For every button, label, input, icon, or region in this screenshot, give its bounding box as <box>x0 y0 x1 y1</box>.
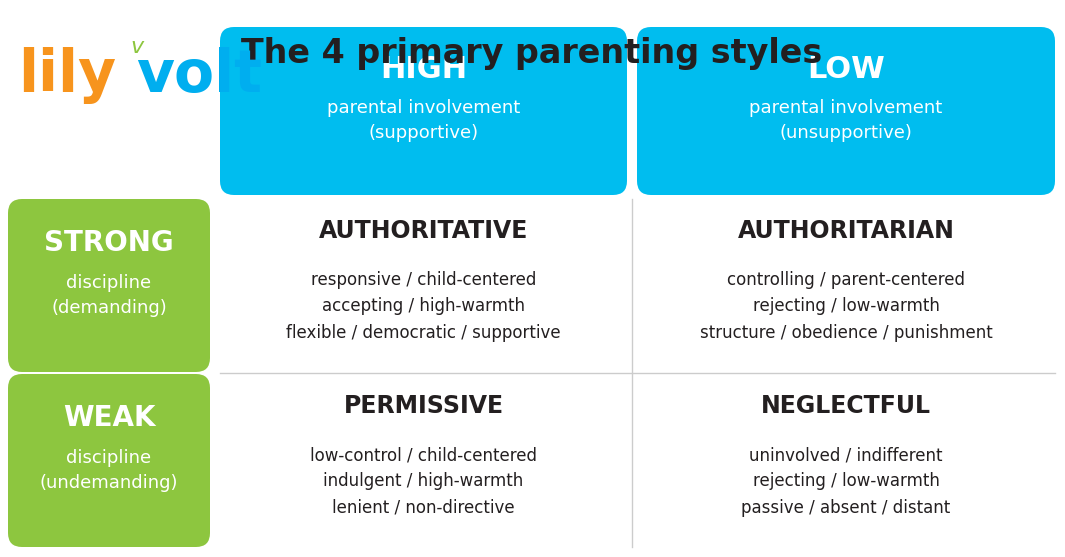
FancyBboxPatch shape <box>9 199 210 372</box>
Text: parental involvement
(supportive): parental involvement (supportive) <box>327 99 520 142</box>
Text: HIGH: HIGH <box>380 55 468 84</box>
Text: STRONG: STRONG <box>44 229 174 257</box>
Text: WEAK: WEAK <box>63 404 155 432</box>
Text: uninvolved / indifferent
rejecting / low-warmth
passive / absent / distant: uninvolved / indifferent rejecting / low… <box>741 446 951 517</box>
Text: LOW: LOW <box>807 55 885 84</box>
FancyBboxPatch shape <box>9 374 210 547</box>
Text: discipline
(demanding): discipline (demanding) <box>51 274 167 317</box>
Text: parental involvement
(unsupportive): parental involvement (unsupportive) <box>750 99 943 142</box>
Text: discipline
(undemanding): discipline (undemanding) <box>39 449 178 492</box>
Text: NEGLECTFUL: NEGLECTFUL <box>761 394 931 418</box>
Text: low-control / child-centered
indulgent / high-warmth
lenient / non-directive: low-control / child-centered indulgent /… <box>310 446 537 517</box>
Text: AUTHORITATIVE: AUTHORITATIVE <box>318 219 528 243</box>
FancyBboxPatch shape <box>220 27 627 195</box>
Text: v: v <box>130 37 143 57</box>
Text: lily: lily <box>18 47 116 104</box>
Text: responsive / child-centered
accepting / high-warmth
flexible / democratic / supp: responsive / child-centered accepting / … <box>286 271 561 342</box>
Text: controlling / parent-centered
rejecting / low-warmth
structure / obedience / pun: controlling / parent-centered rejecting … <box>700 271 993 342</box>
Text: AUTHORITARIAN: AUTHORITARIAN <box>738 219 954 243</box>
Text: PERMISSIVE: PERMISSIVE <box>343 394 504 418</box>
Text: volt: volt <box>136 47 262 104</box>
Text: The 4 primary parenting styles: The 4 primary parenting styles <box>242 37 822 70</box>
FancyBboxPatch shape <box>637 27 1055 195</box>
